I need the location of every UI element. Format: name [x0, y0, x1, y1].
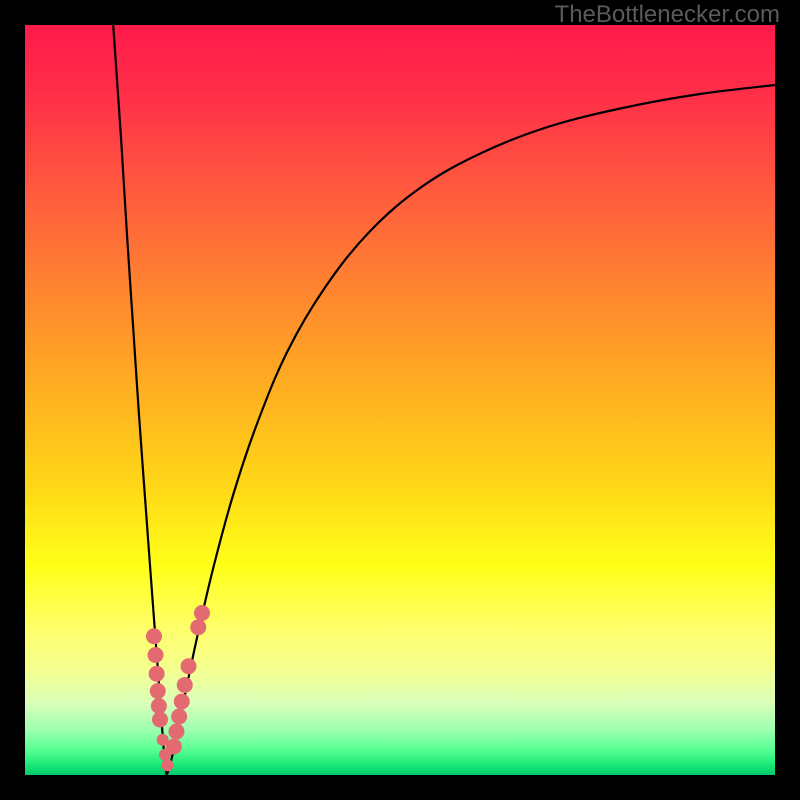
marker-point — [190, 619, 206, 635]
marker-point — [149, 666, 165, 682]
chart-stage: TheBottlenecker.com — [0, 0, 800, 800]
marker-point — [146, 628, 162, 644]
marker-point — [152, 712, 168, 728]
marker-point — [194, 605, 210, 621]
marker-point — [148, 647, 164, 663]
marker-point — [171, 709, 187, 725]
chart-svg — [0, 0, 800, 800]
marker-point — [162, 759, 174, 771]
marker-point — [177, 677, 193, 693]
right-curve — [167, 85, 775, 775]
marker-point — [166, 739, 182, 755]
marker-point — [169, 724, 185, 740]
markers-group — [146, 605, 210, 771]
marker-point — [181, 658, 197, 674]
marker-point — [150, 683, 166, 699]
marker-point — [174, 694, 190, 710]
